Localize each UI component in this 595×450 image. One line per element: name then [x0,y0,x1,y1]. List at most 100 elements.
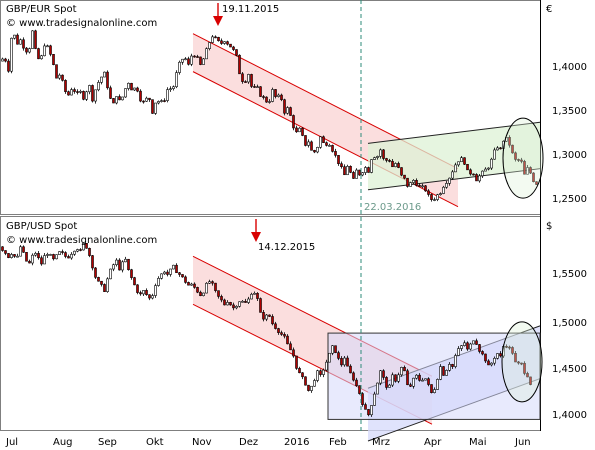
candle-body [145,97,148,102]
candle-body [481,170,484,177]
candle-body [199,291,202,297]
candle-body [97,277,100,282]
candle-body [28,260,31,264]
candle-body [400,367,403,376]
candle-body [370,159,373,173]
candle-body [298,127,301,133]
candle-body [445,370,448,376]
candle-body [367,167,370,173]
candle-body [91,255,94,269]
candle-body [184,58,187,61]
candle-body [349,365,352,374]
candle-body [268,101,271,103]
candle-body [211,36,214,43]
candle-body [190,283,193,286]
candle-body [208,42,211,49]
candle-body [109,87,112,99]
top-ytick-label: 1,4000 [552,62,587,73]
candle-body [379,149,382,157]
candle-body [421,379,424,382]
candle-body [91,85,94,102]
candle-body [244,81,247,83]
candle-body [55,254,58,260]
candle-body [508,346,511,349]
candle-body [73,89,76,92]
candle-body [109,268,112,280]
candle-body [61,74,64,81]
candle-body [205,282,208,294]
top-panel-title: GBP/EUR Spot [6,4,77,15]
candle-body [535,181,538,185]
candle-body [463,342,466,346]
candle-body [211,281,214,284]
candle-body [508,137,511,146]
candle-body [199,56,202,65]
candle-body [259,86,262,97]
candle-body [214,282,217,291]
candle-body [4,250,7,254]
candle-body [340,163,343,167]
candle-body [448,364,451,371]
candle-body [229,302,232,306]
candle-body [16,255,19,258]
highlight-ellipse [502,117,544,199]
candle-body [79,249,82,251]
candle-body [235,49,238,56]
bottom-panel-title: GBP/USD Spot [6,221,77,232]
candle-body [406,370,409,386]
candle-body [424,378,427,381]
candle-body [202,292,205,297]
candle-body [493,358,496,364]
candle-body [289,107,292,116]
candle-body [391,160,394,168]
candle-body [112,264,115,270]
candle-body [307,141,310,146]
candle-body [133,277,136,286]
candle-body [178,61,181,73]
top-date-label: 22.03.2016 [364,202,421,213]
candle-body [256,293,259,299]
candle-body [499,147,502,150]
candle-body [466,164,469,171]
candle-body [148,294,151,299]
candle-body [325,361,328,371]
candle-body [427,190,430,195]
candle-body [13,34,16,39]
candle-body [88,85,91,93]
candle-body [514,152,517,160]
candle-body [157,278,160,286]
candle-body [361,172,364,176]
candle-body [58,251,61,255]
candle-body [217,290,220,297]
candle-body [520,362,523,365]
candle-body [517,361,520,364]
candle-body [130,82,133,91]
candle-body [382,149,385,159]
candle-body [115,96,118,104]
candle-body [412,377,415,387]
green-channel-fill [368,122,540,190]
candle-body [361,393,364,405]
candle-body [49,254,52,256]
candle-body [241,300,244,303]
candle-body [28,48,31,53]
candle-body [136,284,139,293]
candle-body [376,156,379,158]
candle-body [262,312,265,320]
candle-body [1,58,4,62]
candle-body [31,30,34,49]
candle-body [325,142,328,146]
candle-body [334,151,337,156]
candle-body [337,155,340,165]
candle-body [469,169,472,175]
candle-body [142,290,145,295]
candle-body [64,80,67,92]
candle-body [505,346,508,348]
candle-body [94,89,97,102]
candle-body [346,165,349,176]
top-y-axis: 1,4000 1,3500 1,3000 1,2500 [552,62,587,205]
bottom-ytick-label: 1,5500 [552,269,587,280]
candle-body [265,314,268,320]
candle-body [223,299,226,306]
candle-body [385,158,388,161]
